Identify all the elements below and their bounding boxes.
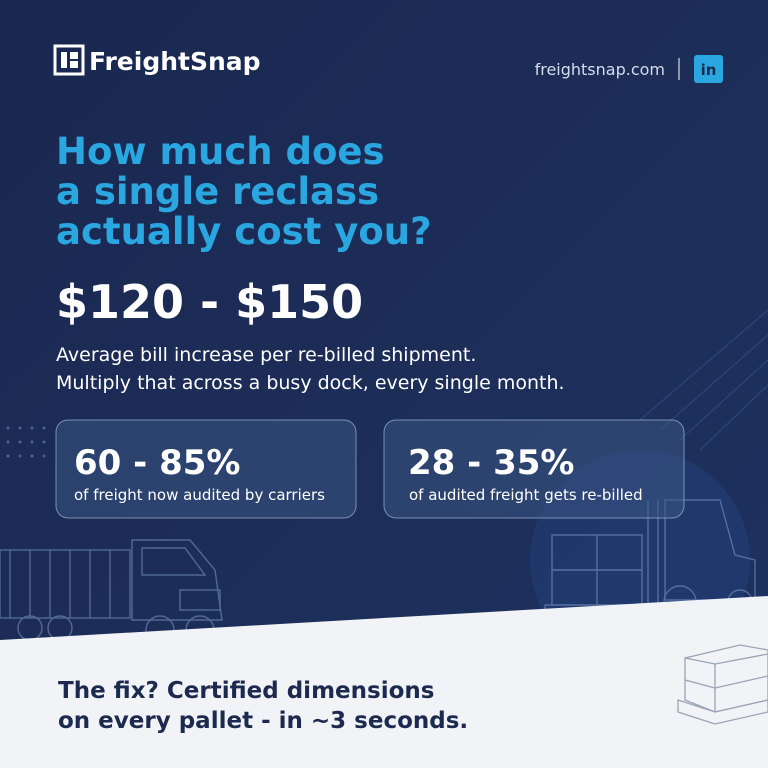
diagonal-lines xyxy=(639,309,768,451)
forklift-illustration xyxy=(544,499,756,619)
headline-line: a single reclass xyxy=(56,170,379,213)
dot-grid xyxy=(6,426,46,458)
stat-label: of freight now audited by carriers xyxy=(74,486,325,504)
footer-panel xyxy=(0,596,768,768)
linkedin-icon[interactable] xyxy=(694,55,723,83)
stat-value: 28 - 35% xyxy=(408,443,574,483)
stat-card xyxy=(383,419,685,519)
headline-line: actually cost you? xyxy=(56,210,432,253)
description-line: Average bill increase per re-billed ship… xyxy=(56,344,476,366)
brand-name: FreightSnap xyxy=(89,47,261,76)
highlight-value: $120 - $150 xyxy=(56,275,363,329)
stat-card xyxy=(55,419,357,519)
truck-illustration xyxy=(0,539,223,645)
pallet-illustration xyxy=(677,644,768,725)
headline-line: How much does xyxy=(56,130,385,173)
website[interactable]: freightsnap.com xyxy=(535,60,665,79)
footer-line: on every pallet - in ~3 seconds. xyxy=(58,708,468,734)
footer-line: The fix? Certified dimensions xyxy=(58,678,434,704)
description-line: Multiply that across a busy dock, every … xyxy=(56,372,565,394)
stat-label: of audited freight gets re-billed xyxy=(409,486,643,504)
linkedin-label[interactable]: in xyxy=(701,61,717,79)
stat-value: 60 - 85% xyxy=(74,443,240,483)
logo-icon xyxy=(53,44,85,76)
